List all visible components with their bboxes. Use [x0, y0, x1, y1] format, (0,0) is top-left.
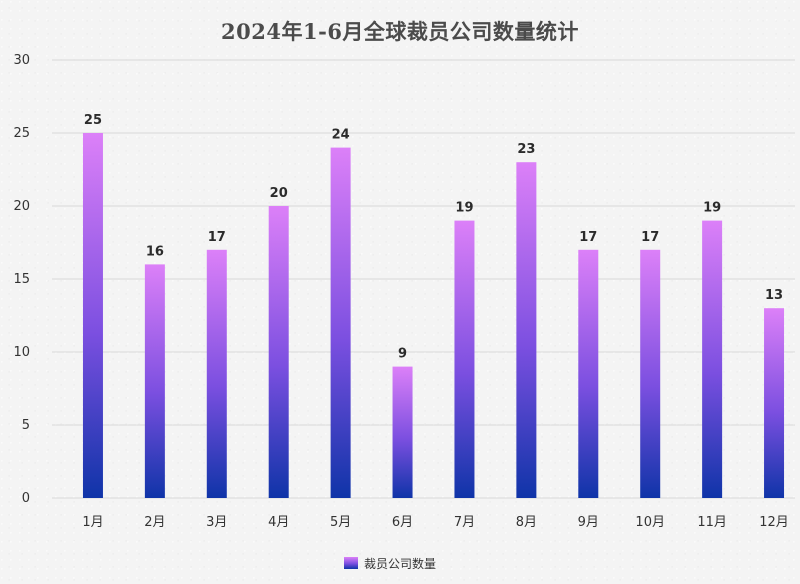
data-label-7: 19 — [455, 201, 473, 216]
legend-swatch — [344, 557, 358, 569]
x-tick-label-5: 5月 — [330, 515, 351, 530]
bar-5 — [330, 147, 351, 498]
y-tick-label-0: 0 — [22, 491, 30, 506]
y-tick-label-6: 30 — [13, 53, 30, 68]
y-tick-label-2: 10 — [13, 345, 30, 360]
bar-2 — [144, 264, 165, 498]
data-label-3: 17 — [208, 230, 226, 245]
data-label-6: 9 — [398, 347, 407, 362]
x-tick-label-9: 9月 — [578, 515, 599, 530]
bar-6 — [392, 366, 413, 498]
data-label-2: 16 — [146, 244, 164, 259]
bars — [82, 133, 785, 498]
x-tick-label-1: 1月 — [82, 515, 103, 530]
legend-label: 裁员公司数量 — [364, 556, 436, 571]
data-label-9: 17 — [579, 230, 597, 245]
chart-title: 2024年1-6月全球裁员公司数量统计 — [221, 19, 579, 44]
data-label-1: 25 — [84, 113, 102, 128]
x-tick-label-2: 2月 — [144, 515, 165, 530]
bar-11 — [702, 220, 723, 498]
x-tick-label-11: 11月 — [697, 515, 727, 530]
x-tick-label-4: 4月 — [268, 515, 289, 530]
y-tick-label-1: 5 — [22, 418, 30, 433]
data-label-11: 19 — [703, 201, 721, 216]
data-labels: 25 16 17 20 24 9 19 23 17 17 19 13 — [84, 113, 783, 362]
x-tick-label-7: 7月 — [454, 515, 475, 530]
legend: 裁员公司数量 — [344, 556, 436, 571]
x-tick-label-10: 10月 — [635, 515, 665, 530]
x-tick-label-6: 6月 — [392, 515, 413, 530]
y-tick-label-4: 20 — [13, 199, 30, 214]
x-tick-label-12: 12月 — [759, 515, 789, 530]
bar-8 — [516, 162, 537, 498]
bar-10 — [640, 249, 661, 498]
x-axis-ticks: 1月 2月 3月 4月 5月 6月 7月 8月 9月 10月 11月 12月 — [82, 515, 788, 530]
bar-3 — [206, 249, 227, 498]
bar-1 — [82, 133, 103, 498]
y-axis-ticks: 0 5 10 15 20 25 30 — [13, 53, 30, 506]
bar-7 — [454, 220, 475, 498]
data-label-5: 24 — [332, 128, 350, 143]
y-tick-label-5: 25 — [13, 126, 30, 141]
bar-12 — [764, 308, 785, 498]
bar-4 — [268, 206, 289, 498]
x-tick-label-3: 3月 — [206, 515, 227, 530]
x-tick-label-8: 8月 — [516, 515, 537, 530]
data-label-10: 17 — [641, 230, 659, 245]
bar-9 — [578, 249, 599, 498]
y-tick-label-3: 15 — [13, 272, 30, 287]
data-label-4: 20 — [270, 186, 288, 201]
data-label-8: 23 — [517, 142, 535, 157]
grid-lines — [52, 59, 795, 499]
data-label-12: 13 — [765, 288, 783, 303]
